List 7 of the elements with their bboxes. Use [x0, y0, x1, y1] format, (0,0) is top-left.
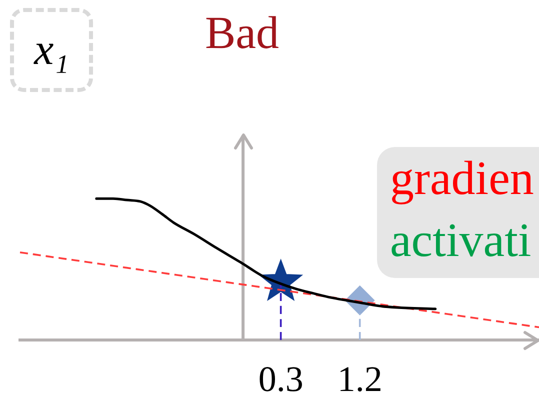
- note-box: gradien activati: [377, 147, 539, 278]
- chart-title: Bad: [204, 7, 280, 58]
- dashed-frame: x₁: [10, 8, 93, 92]
- x-tick-label: 0.3: [258, 359, 304, 400]
- annotation: activati: [390, 214, 532, 268]
- x-tick-label: 1.2: [337, 359, 382, 400]
- annotation: gradien: [390, 152, 534, 206]
